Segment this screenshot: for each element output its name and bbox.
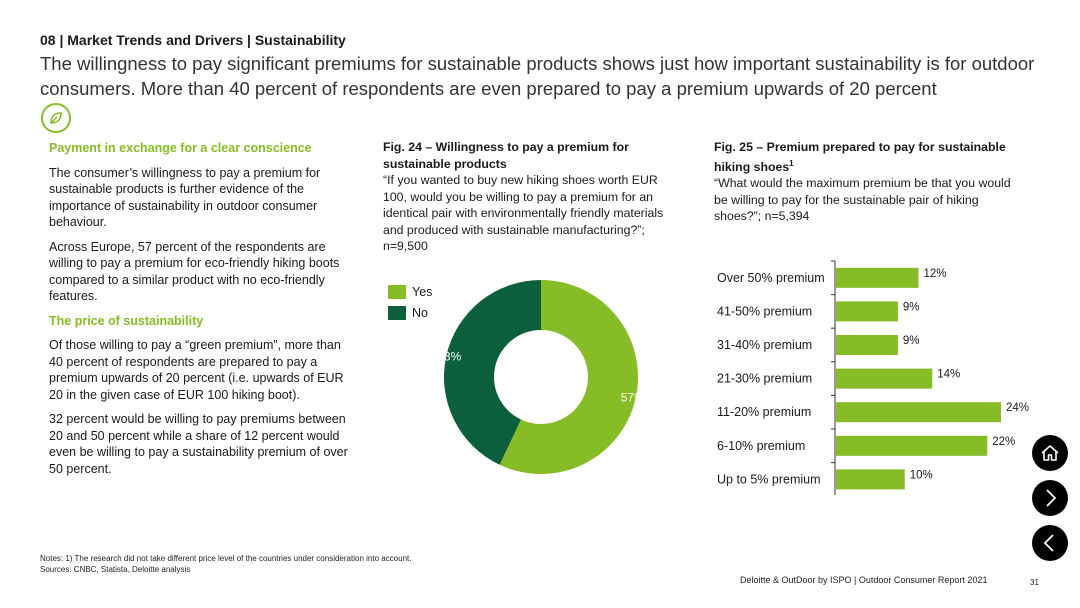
fig24-caption: Fig. 24 – Willingness to pay a premium f… bbox=[383, 139, 678, 255]
donut-slice-yes bbox=[499, 280, 638, 474]
section-title: 08 | Market Trends and Drivers | Sustain… bbox=[40, 32, 346, 48]
paragraph: 32 percent would be willing to pay premi… bbox=[49, 412, 348, 476]
bar-value-label: 24% bbox=[1006, 402, 1029, 414]
bar bbox=[836, 402, 1001, 423]
bar-value-label: 14% bbox=[937, 369, 960, 381]
fig24-n: n=9,500 bbox=[383, 239, 428, 253]
bar-category-label: 21-30% premium bbox=[717, 372, 812, 386]
fig25-title: Fig. 25 – Premium prepared to pay for su… bbox=[714, 139, 1014, 175]
legend-swatch-yes bbox=[388, 284, 406, 299]
chevron-right-icon bbox=[1046, 489, 1057, 507]
bar-category-label: 31-40% premium bbox=[717, 338, 812, 352]
bar-value-label: 10% bbox=[910, 469, 933, 481]
bar-value-label: 9% bbox=[903, 301, 920, 313]
bar bbox=[836, 301, 898, 322]
fig25-title-text: Fig. 25 – Premium prepared to pay for su… bbox=[714, 140, 1006, 174]
notes: Notes: 1) The research did not take diff… bbox=[40, 553, 411, 575]
bar-category-label: 41-50% premium bbox=[717, 304, 812, 318]
legend-item-no: No bbox=[388, 302, 432, 323]
bar bbox=[836, 335, 898, 355]
donut-chart: 57% 43% bbox=[440, 280, 645, 474]
subheading-price: The price of sustainability bbox=[49, 313, 204, 328]
next-page-button[interactable] bbox=[1032, 480, 1068, 516]
legend-label-yes: Yes bbox=[412, 284, 433, 299]
headline: The willingness to pay significant premi… bbox=[40, 53, 1035, 99]
bar-value-label: 9% bbox=[903, 335, 920, 347]
donut-slice-no bbox=[444, 280, 541, 465]
fig24-title: Fig. 24 – Willingness to pay a premium f… bbox=[383, 140, 629, 171]
bar-category-label: 11-20% premium bbox=[717, 405, 811, 419]
legend-item-yes: Yes bbox=[388, 281, 432, 302]
donut-label-no: 43% bbox=[440, 349, 462, 363]
page-number: 31 bbox=[1030, 578, 1039, 587]
fig25-question: “What would the maximum premium be that … bbox=[714, 176, 1011, 224]
body-text: Payment in exchange for a clear conscien… bbox=[49, 140, 354, 485]
donut-legend: Yes No bbox=[388, 281, 432, 323]
bar bbox=[836, 435, 988, 456]
bar bbox=[836, 469, 905, 490]
previous-page-button[interactable] bbox=[1032, 525, 1068, 561]
subheading-payment: Payment in exchange for a clear conscien… bbox=[49, 141, 312, 155]
notes-line: Notes: 1) The research did not take diff… bbox=[40, 554, 412, 563]
leaf-icon bbox=[41, 103, 71, 133]
bar bbox=[836, 267, 919, 288]
fig24-question: “If you wanted to buy new hiking shoes w… bbox=[383, 173, 664, 237]
donut-label-yes: 57% bbox=[621, 391, 645, 405]
paragraph: The consumer’s willingness to pay a prem… bbox=[49, 165, 321, 230]
bar-category-label: 6-10% premium bbox=[717, 439, 805, 453]
bar-category-label: Over 50% premium bbox=[717, 271, 825, 285]
bar-chart: Over 50% premium 12% 41-50% premium 9% 31-40… bbox=[717, 260, 1029, 495]
legend-label-no: No bbox=[412, 305, 428, 320]
bar bbox=[836, 368, 933, 389]
home-button[interactable] bbox=[1032, 435, 1068, 471]
chevron-left-icon bbox=[1043, 534, 1054, 552]
legend-swatch-no bbox=[388, 305, 406, 320]
paragraph: Across Europe, 57 percent of the respond… bbox=[49, 239, 340, 304]
bar-category-label: Up to 5% premium bbox=[717, 472, 821, 486]
fig25-caption: Fig. 25 – Premium prepared to pay for su… bbox=[714, 139, 1014, 225]
bar-value-label: 22% bbox=[992, 436, 1015, 448]
home-icon bbox=[1041, 445, 1059, 461]
footer-text: Deloitte & OutDoor by ISPO | Outdoor Con… bbox=[740, 575, 988, 585]
bar-value-label: 12% bbox=[924, 268, 947, 280]
paragraph: Of those willing to pay a “green premium… bbox=[49, 338, 344, 402]
sources-line: Sources: CNBC, Statista, Deloitte analys… bbox=[40, 565, 191, 574]
footnote-marker: 1 bbox=[789, 158, 794, 168]
